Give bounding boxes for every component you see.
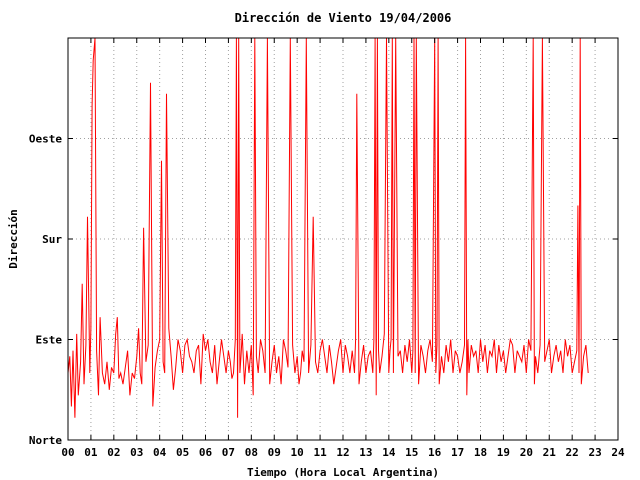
x-tick-label: 19 (497, 446, 510, 459)
y-tick-label: Oeste (29, 133, 62, 146)
x-tick-label: 01 (84, 446, 98, 459)
tick-layer (67, 38, 619, 441)
x-tick-label: 03 (130, 446, 143, 459)
x-tick-label: 00 (61, 446, 74, 459)
x-tick-label: 08 (245, 446, 258, 459)
x-tick-label: 06 (199, 446, 213, 459)
x-tick-label: 22 (566, 446, 579, 459)
x-tick-label: 10 (291, 446, 304, 459)
x-tick-label: 09 (268, 446, 281, 459)
grid-layer (68, 38, 618, 440)
series-layer (67, 37, 589, 418)
x-tick-label: 15 (405, 446, 418, 459)
x-tick-label: 23 (588, 446, 601, 459)
y-axis-label: Dirección (7, 209, 20, 269)
x-tick-label: 02 (107, 446, 120, 459)
x-tick-label: 24 (611, 446, 625, 459)
x-axis-label: Tiempo (Hora Local Argentina) (247, 466, 439, 479)
y-tick-label: Norte (29, 434, 62, 447)
x-tick-label: 20 (520, 446, 533, 459)
x-tick-label: 07 (222, 446, 235, 459)
y-tick-label: Este (36, 334, 63, 347)
x-tick-label: 17 (451, 446, 464, 459)
y-tick-label: Sur (42, 233, 62, 246)
x-tick-label: 13 (359, 446, 372, 459)
x-tick-label: 12 (336, 446, 349, 459)
x-tick-label: 14 (382, 446, 396, 459)
x-tick-label: 18 (474, 446, 487, 459)
x-tick-label: 04 (153, 446, 167, 459)
x-tick-label: 11 (313, 446, 327, 459)
label-layer: 00 01 02 03 04 05 06 07 08 09 10 11 12 13 14 15 16 17 18 19… (29, 133, 625, 460)
x-tick-label: 05 (176, 446, 189, 459)
chart-title: Dirección de Viento 19/04/2006 (235, 11, 452, 25)
x-tick-label: 16 (428, 446, 442, 459)
x-tick-label: 21 (543, 446, 557, 459)
wind-direction-series-line (67, 37, 589, 418)
